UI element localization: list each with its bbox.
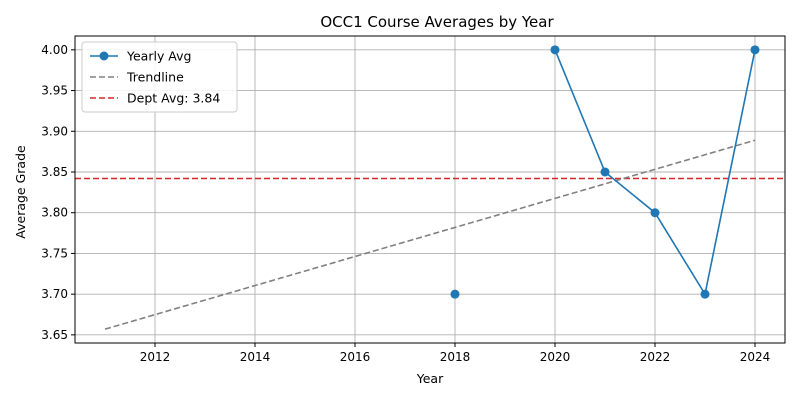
y-tick-label: 3.90 <box>41 124 68 138</box>
x-tick-label: 2018 <box>440 350 471 364</box>
y-axis-label: Average Grade <box>13 145 28 239</box>
yearly-avg-point <box>450 289 460 299</box>
legend-label-trendline: Trendline <box>126 70 184 85</box>
legend: Yearly Avg Trendline Dept Avg: 3.84 <box>81 41 238 113</box>
legend-entry-yearly-avg: Yearly Avg <box>90 49 191 64</box>
x-tick-label: 2016 <box>340 350 371 364</box>
legend-marker-yearly-avg <box>99 51 109 61</box>
plot-area-frame <box>74 35 786 344</box>
y-tick-label: 3.80 <box>41 206 68 220</box>
yearly-avg-point <box>600 167 610 177</box>
y-tick-label: 3.75 <box>41 246 68 260</box>
chart-title: OCC1 Course Averages by Year <box>320 13 554 31</box>
legend-entry-trendline: Trendline <box>90 70 184 85</box>
y-axis-ticks: 3.65 3.70 3.75 3.80 3.85 3.90 3.95 4.00 <box>41 43 75 342</box>
yearly-avg-point <box>700 289 710 299</box>
legend-label-yearly-avg: Yearly Avg <box>126 49 191 64</box>
legend-entry-dept-avg: Dept Avg: 3.84 <box>90 91 220 106</box>
x-axis-ticks: 2012 2014 2016 2018 2020 2022 2024 <box>140 343 771 364</box>
series-layer <box>104 45 760 330</box>
y-tick-label: 3.65 <box>41 328 68 342</box>
y-tick-label: 4.00 <box>41 43 68 57</box>
x-tick-label: 2020 <box>540 350 571 364</box>
legend-label-dept-avg: Dept Avg: 3.84 <box>127 91 220 106</box>
y-tick-label: 3.70 <box>41 287 68 301</box>
x-axis-label: Year <box>416 371 444 386</box>
x-tick-label: 2014 <box>240 350 271 364</box>
x-tick-label: 2012 <box>140 350 171 364</box>
x-tick-label: 2024 <box>740 350 771 364</box>
yearly-avg-point <box>550 45 560 55</box>
y-tick-label: 3.95 <box>41 84 68 98</box>
yearly-avg-point <box>750 45 760 55</box>
legend-box <box>81 41 238 113</box>
x-tick-label: 2022 <box>640 350 671 364</box>
yearly-avg-point <box>650 208 660 218</box>
y-tick-label: 3.85 <box>41 165 68 179</box>
trendline <box>104 139 756 330</box>
